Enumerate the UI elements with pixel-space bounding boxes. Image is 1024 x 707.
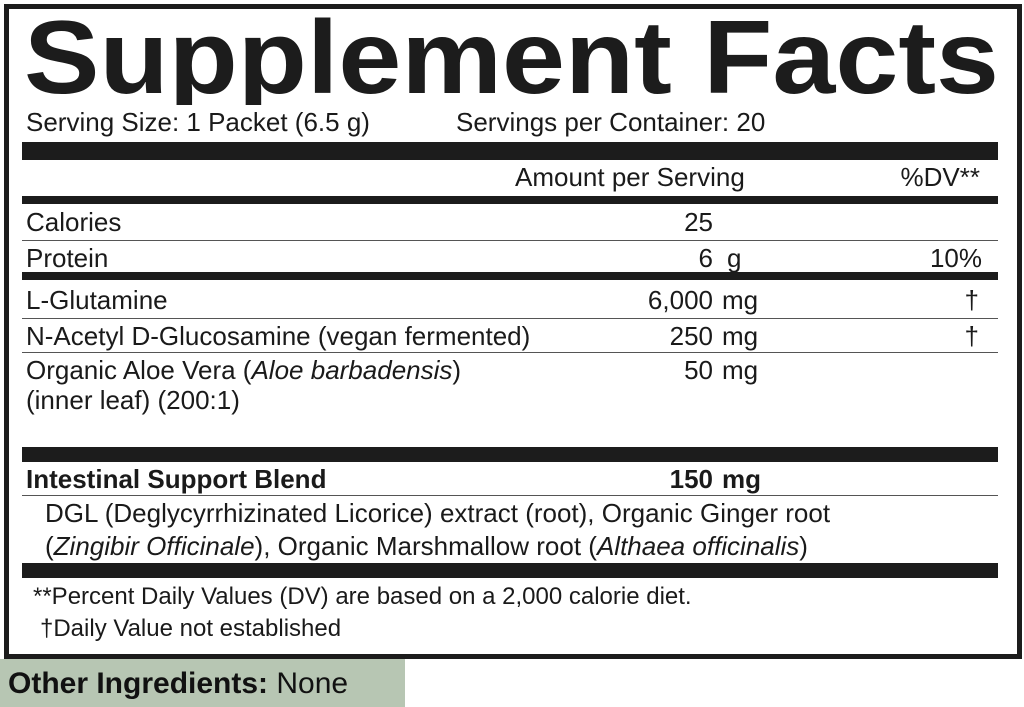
divider-bar (22, 196, 998, 204)
footnote-dv: **Percent Daily Values (DV) are based on… (33, 583, 692, 610)
row-unit: g (727, 243, 742, 273)
supplement-facts-panel (4, 4, 1022, 659)
text: ( (45, 531, 54, 561)
row-name: Organic Aloe Vera (Aloe barbadensis) (26, 355, 461, 385)
row-name: Calories (26, 207, 122, 237)
latin-name: Althaea officinalis (596, 531, 800, 561)
row-name-line2: (inner leaf) (200:1) (26, 385, 240, 415)
blend-ingredients-line2: (Zingibir Officinale), Organic Marshmall… (45, 531, 808, 561)
row-dv: † (964, 321, 979, 351)
serving-size: Serving Size: 1 Packet (6.5 g) (26, 107, 370, 137)
blend-amount: 150 (669, 464, 713, 494)
title-svg: Supplement Facts (24, 10, 999, 105)
name-suffix: ) (452, 355, 462, 385)
blend-ingredients-line1: DGL (Deglycyrrhizinated Licorice) extrac… (45, 498, 831, 528)
divider-line (22, 495, 998, 496)
page-title: Supplement Facts (24, 10, 999, 105)
text: ), Organic Marshmallow root ( (254, 531, 597, 561)
name-latin: Aloe barbadensis (251, 355, 453, 385)
row-amount: 50 (684, 355, 713, 385)
row-dv: † (964, 285, 979, 315)
dv-header: %DV** (900, 162, 980, 192)
divider-line (22, 318, 998, 319)
footnote-dagger: †Daily Value not established (40, 615, 342, 642)
other-ingredients-value: None (268, 667, 349, 700)
row-amount: 6,000 (647, 285, 713, 315)
latin-name: Zingibir Officinale (53, 531, 255, 561)
amount-header: Amount per Serving (515, 162, 745, 192)
row-amount: 250 (669, 321, 713, 351)
divider-bar (22, 272, 998, 280)
blend-unit: mg (722, 464, 761, 494)
divider-bar (22, 563, 998, 578)
row-unit: mg (722, 285, 759, 315)
row-dv: 10% (929, 243, 982, 273)
row-unit: mg (722, 321, 759, 351)
other-ingredients-label: Other Ingredients: (8, 667, 269, 700)
other-ingredients-box: Other Ingredients: None (0, 659, 405, 707)
text: ) (799, 531, 808, 561)
divider-line (22, 240, 998, 241)
row-name: Protein (26, 243, 109, 273)
row-name: N-Acetyl D-Glucosamine (vegan fermented) (26, 321, 531, 351)
other-ingredients: Other Ingredients: None (8, 667, 348, 701)
name-prefix: Organic Aloe Vera ( (26, 355, 252, 385)
divider-bar (22, 447, 998, 462)
row-amount: 25 (684, 207, 713, 237)
blend-name: Intestinal Support Blend (26, 464, 327, 494)
row-amount: 6 (698, 243, 713, 273)
divider-bar (22, 142, 998, 160)
divider-line (22, 352, 998, 353)
row-unit: mg (722, 355, 759, 385)
servings-per-container: Servings per Container: 20 (456, 107, 766, 137)
row-name: L-Glutamine (26, 285, 168, 315)
